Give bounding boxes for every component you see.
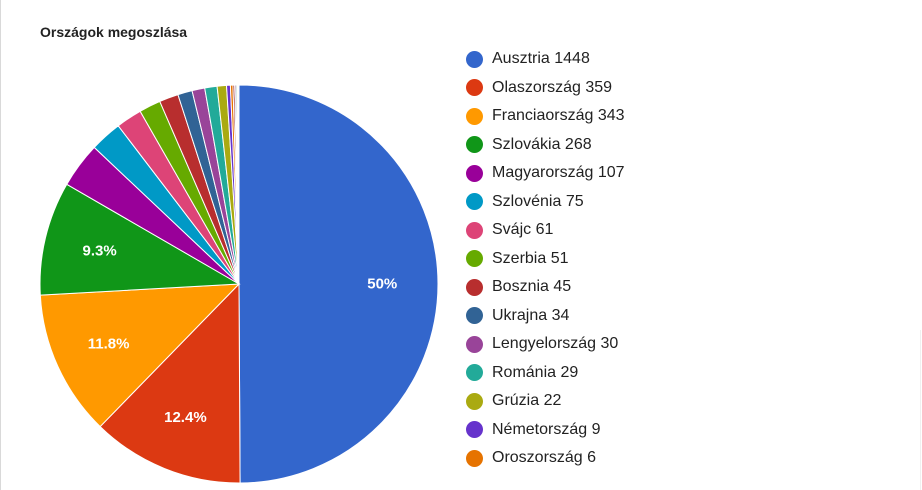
pie-slice-szlovákia[interactable] bbox=[39, 183, 241, 296]
pie-slice-franciaország[interactable] bbox=[39, 283, 241, 428]
pie-slice[interactable] bbox=[237, 84, 240, 285]
legend-item[interactable]: Olaszország 359 bbox=[466, 74, 625, 103]
legend-color-dot-icon bbox=[466, 50, 483, 68]
right-border bbox=[920, 330, 921, 490]
slice-percent-label: 12.4% bbox=[164, 409, 207, 426]
legend-item[interactable]: Szerbia 51 bbox=[466, 245, 625, 274]
legend-label: Grúzia 22 bbox=[492, 392, 562, 410]
pie-slice-ausztria[interactable] bbox=[238, 84, 439, 484]
legend-color-dot-icon bbox=[466, 335, 483, 353]
legend-color-dot-icon bbox=[466, 164, 483, 182]
legend-label: Szerbia 51 bbox=[492, 249, 569, 267]
slice-percent-label: 9.3% bbox=[83, 243, 117, 260]
legend-item[interactable]: Szlovénia 75 bbox=[466, 188, 625, 217]
chart-title: Országok megoszlása bbox=[40, 24, 188, 40]
legend-label: Románia 29 bbox=[492, 363, 579, 381]
legend-item[interactable]: Szlovákia 268 bbox=[466, 131, 625, 160]
legend-item[interactable]: Bosznia 45 bbox=[466, 273, 625, 302]
legend-item[interactable]: Románia 29 bbox=[466, 359, 625, 388]
legend-label: Lengyelország 30 bbox=[492, 335, 619, 353]
legend-color-dot-icon bbox=[466, 79, 483, 97]
legend-color-dot-icon bbox=[466, 278, 483, 296]
slice-percent-label: 50% bbox=[367, 276, 397, 293]
pie-slice-olaszország[interactable] bbox=[99, 282, 241, 484]
legend-color-dot-icon bbox=[466, 136, 483, 154]
legend-label: Ausztria 1448 bbox=[492, 50, 590, 68]
left-border bbox=[0, 0, 1, 490]
legend-color-dot-icon bbox=[466, 221, 483, 239]
legend-item[interactable]: Lengyelország 30 bbox=[466, 330, 625, 359]
legend-label: Bosznia 45 bbox=[492, 278, 572, 296]
legend-color-dot-icon bbox=[466, 193, 483, 211]
legend-label: Olaszország 359 bbox=[492, 78, 613, 96]
legend-item[interactable]: Ukrajna 34 bbox=[466, 302, 625, 331]
legend-color-dot-icon bbox=[466, 449, 483, 467]
legend-label: Franciaország 343 bbox=[492, 107, 625, 125]
legend-color-dot-icon bbox=[466, 307, 483, 325]
legend-color-dot-icon bbox=[466, 250, 483, 268]
legend-item[interactable]: Oroszország 6 bbox=[466, 444, 625, 473]
legend-item[interactable]: Ausztria 1448 bbox=[466, 45, 625, 74]
legend-color-dot-icon bbox=[466, 421, 483, 439]
legend-color-dot-icon bbox=[466, 107, 483, 125]
legend-item[interactable]: Magyarország 107 bbox=[466, 159, 625, 188]
legend-color-dot-icon bbox=[466, 364, 483, 382]
legend-label: Ukrajna 34 bbox=[492, 306, 570, 324]
slice-percent-label: 11.8% bbox=[88, 335, 130, 352]
legend-color-dot-icon bbox=[466, 392, 483, 410]
chart-legend: Ausztria 1448 Olaszország 359 Franciaorszá… bbox=[466, 45, 625, 473]
legend-label: Oroszország 6 bbox=[492, 449, 597, 467]
legend-label: Németország 9 bbox=[492, 420, 601, 438]
legend-item[interactable]: Svájc 61 bbox=[466, 216, 625, 245]
legend-label: Szlovákia 268 bbox=[492, 135, 592, 153]
legend-item[interactable]: Grúzia 22 bbox=[466, 387, 625, 416]
legend-item[interactable]: Németország 9 bbox=[466, 416, 625, 445]
legend-label: Magyarország 107 bbox=[492, 164, 625, 182]
legend-label: Szlovénia 75 bbox=[492, 192, 584, 210]
legend-item[interactable]: Franciaország 343 bbox=[466, 102, 625, 131]
legend-label: Svájc 61 bbox=[492, 221, 554, 239]
